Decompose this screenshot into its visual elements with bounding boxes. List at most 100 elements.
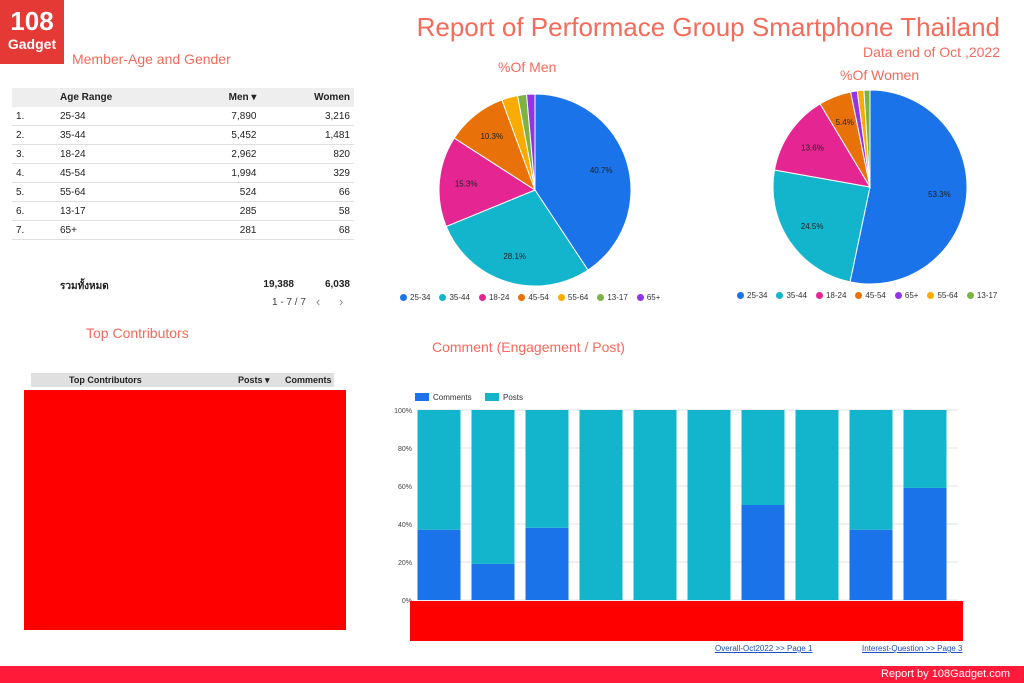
legend-dot <box>439 294 447 302</box>
table-row: 3. 18-24 2,962 820 <box>12 144 354 164</box>
comments-col-header[interactable]: Comments <box>285 375 332 385</box>
bar-posts <box>687 410 731 600</box>
total-women: 6,038 <box>324 279 350 290</box>
legend-label: 45-54 <box>865 291 886 300</box>
bar-posts <box>417 410 461 530</box>
table-row: 4. 45-54 1,994 329 <box>12 163 354 183</box>
row-men: 285 <box>184 201 261 221</box>
legend-item: 55-64 <box>927 291 958 300</box>
page1-link[interactable]: Overall-Oct2022 >> Page 1 <box>715 644 813 653</box>
women-header[interactable]: Women <box>260 88 354 107</box>
bar-comments <box>471 563 515 600</box>
pie-slice-label: 53.3% <box>928 190 951 199</box>
row-index: 5. <box>12 182 56 202</box>
row-age-range: 18-24 <box>56 144 185 164</box>
legend-dot <box>815 292 823 300</box>
pie-slice-label: 40.7% <box>590 166 613 175</box>
legend-label: 55-64 <box>937 291 958 300</box>
legend-label: 18-24 <box>825 291 847 300</box>
row-men: 7,890 <box>184 107 261 126</box>
legend-label: 65+ <box>904 291 919 300</box>
age-range-header[interactable]: Age Range <box>56 88 185 107</box>
comment-section-title: Comment (Engagement / Post) <box>432 339 625 355</box>
prev-page-button[interactable]: ‹ <box>316 294 321 309</box>
comment-bar-chart: 0% 20% 40% 60% 80% 100% Comments Posts <box>394 393 958 605</box>
row-age-range: 65+ <box>56 220 185 240</box>
men-header[interactable]: Men ▾ <box>184 88 261 107</box>
row-women: 68 <box>260 220 354 240</box>
legend-dot <box>894 292 902 300</box>
legend-dot <box>927 292 935 300</box>
row-age-range: 45-54 <box>56 163 185 183</box>
men-pie-chart: 40.7% 28.1% 15.3% 10.3% <box>438 93 632 287</box>
row-women: 3,216 <box>260 107 354 126</box>
legend-item: 18-24 <box>478 293 510 302</box>
legend-item: 35-44 <box>439 293 470 302</box>
table-row: 2. 35-44 5,452 1,481 <box>12 125 354 145</box>
legend-item: 13-17 <box>597 293 628 302</box>
pie-slice <box>773 103 871 188</box>
y-tick-label: 20% <box>398 560 412 567</box>
y-tick-label: 0% <box>402 598 412 605</box>
legend-label: 13-17 <box>976 291 998 300</box>
bar-posts <box>849 410 893 530</box>
row-index: 7. <box>12 220 56 240</box>
bar-posts <box>579 410 623 600</box>
pie-slice <box>445 189 589 287</box>
index-header <box>12 88 56 107</box>
table-row: 7. 65+ 281 68 <box>12 220 354 240</box>
bar-posts <box>633 410 677 600</box>
men-pie-title: %Of Men <box>498 59 557 75</box>
legend-label: 65+ <box>646 293 661 302</box>
y-tick-label: 40% <box>398 522 412 529</box>
y-tick-label: 100% <box>394 408 412 415</box>
row-index: 1. <box>12 107 56 126</box>
footer-text: Report by 108Gadget.com <box>880 668 1010 680</box>
women-pie-legend: 25-34 35-44 18-24 45-54 65+ 55-64 13-17 <box>737 291 997 300</box>
next-page-button[interactable]: › <box>339 294 344 309</box>
row-index: 2. <box>12 125 56 145</box>
table-row: 6. 13-17 285 58 <box>12 201 354 221</box>
legend-item: 55-64 <box>557 293 589 302</box>
contributors-col-header[interactable]: Top Contributors <box>69 375 142 385</box>
pie-slice-label: 28.1% <box>503 252 526 261</box>
legend-dot <box>597 294 605 302</box>
legend-item: 45-54 <box>855 291 886 300</box>
legend-dot <box>855 292 863 300</box>
bar-posts <box>795 410 839 600</box>
page3-link[interactable]: Interest-Question >> Page 3 <box>862 644 963 653</box>
bar-posts <box>525 410 569 528</box>
legend-dot <box>518 294 526 302</box>
logo: 108 Gadget <box>0 0 64 64</box>
pie-slice-label: 13.6% <box>801 143 824 152</box>
pie-slice-label: 24.5% <box>801 222 824 231</box>
y-tick-label: 60% <box>398 484 412 491</box>
women-pie-chart: 53.3% 24.5% 13.6% 5.4% <box>772 89 968 285</box>
pager-text: 1 - 7 / 7 <box>272 297 306 308</box>
legend-label: 55-64 <box>567 293 589 302</box>
legend-dot <box>737 292 744 300</box>
legend-label: 35-44 <box>449 293 470 302</box>
y-tick-label: 80% <box>398 446 412 453</box>
row-men: 1,994 <box>184 163 261 183</box>
legend-label: 18-24 <box>488 293 510 302</box>
legend-item: 18-24 <box>815 291 847 300</box>
bar-comments <box>849 529 893 600</box>
age-gender-table: Age Range Men ▾ Women 1. 25-34 7,890 3,216 2… <box>12 88 354 240</box>
pie-slice <box>438 137 537 228</box>
logo-text: Gadget <box>7 36 57 52</box>
posts-col-header[interactable]: Posts ▾ <box>238 375 270 385</box>
legend-dot <box>557 294 565 302</box>
legend-item: 13-17 <box>966 291 998 300</box>
legend-label: 35-44 <box>786 291 807 300</box>
legend-label: 13-17 <box>607 293 628 302</box>
pie-slice <box>772 169 871 283</box>
legend-item: 35-44 <box>776 291 807 300</box>
row-women: 329 <box>260 163 354 183</box>
legend-dot <box>966 292 974 300</box>
table-row: 1. 25-34 7,890 3,216 <box>12 107 354 126</box>
pie-slice-label: 15.3% <box>455 180 478 189</box>
legend-item: 25-34 <box>737 291 767 300</box>
logo-number: 108 <box>10 6 54 36</box>
legend-dot <box>776 292 784 300</box>
